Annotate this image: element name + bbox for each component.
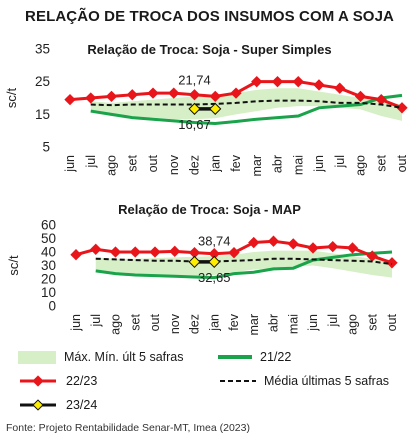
chart1-ylabel: sc/t bbox=[4, 88, 19, 109]
chart2-xtick: jul bbox=[89, 314, 103, 328]
chart2-title: Relação de Troca: Soja - MAP bbox=[118, 202, 301, 217]
chart2-xtick: jun bbox=[306, 314, 320, 332]
legend-band-swatch bbox=[18, 350, 56, 364]
chart2-band-area bbox=[95, 250, 392, 278]
legend-2324-swatch bbox=[20, 399, 56, 411]
chart1-2324-point bbox=[209, 102, 222, 115]
chart1-2324-point bbox=[188, 102, 201, 115]
chart2-2223-point bbox=[129, 246, 141, 258]
legend-band: Máx. Mín. últ 5 safras bbox=[18, 350, 183, 364]
chart2-ylabel: sc/t bbox=[6, 255, 21, 276]
chart1-xtick: ago bbox=[354, 155, 368, 176]
chart2-xtick: ago bbox=[109, 314, 123, 335]
chart2-2223-point bbox=[287, 238, 299, 250]
chart2-xtick: nov bbox=[168, 313, 182, 334]
legend-2122: 21/22 bbox=[218, 350, 291, 364]
chart2-xtick: jan bbox=[207, 314, 221, 332]
chart1-xtick: jun bbox=[312, 155, 326, 173]
chart1-xtick: dez bbox=[188, 155, 202, 175]
chart2-xtick: dez bbox=[188, 314, 202, 334]
chart2-2223-point bbox=[109, 246, 122, 258]
chart2-ytick: 0 bbox=[48, 299, 56, 314]
chart1-xtick: mar bbox=[250, 155, 264, 177]
chart1-band-area bbox=[90, 88, 402, 121]
chart2-2223-point bbox=[149, 246, 161, 258]
chart2-2223-point bbox=[248, 236, 260, 249]
chart1-annotation: 21,74 bbox=[178, 72, 211, 87]
chart2-ytick: 20 bbox=[41, 272, 56, 287]
chart2-ytick: 40 bbox=[41, 245, 56, 260]
chart2-xtick: abr bbox=[267, 314, 281, 332]
chart1-xtick: jan bbox=[208, 155, 222, 173]
chart1-xtick: nov bbox=[167, 154, 181, 175]
chart2-2324-point bbox=[208, 255, 221, 269]
chart1-annotation: 16,67 bbox=[178, 117, 211, 132]
legend-2223-label: 22/23 bbox=[66, 374, 98, 388]
chart1-xtick: set bbox=[374, 154, 388, 171]
chart1-xtick: jul bbox=[84, 155, 98, 169]
chart2-2223-point bbox=[346, 242, 359, 254]
chart1-avg-line bbox=[90, 99, 403, 109]
chart2-2223-point bbox=[386, 257, 398, 269]
chart2-2223-point bbox=[169, 245, 181, 257]
legend-avg: Média últimas 5 safras bbox=[218, 374, 389, 388]
chart1-xtick: jul bbox=[333, 155, 347, 169]
chart1-ytick: 25 bbox=[35, 74, 50, 89]
chart2-2223-point bbox=[267, 235, 280, 247]
chart1-xtick: out bbox=[395, 154, 409, 172]
chart2-xtick: fev bbox=[227, 313, 241, 330]
legend-2324-label: 23/24 bbox=[66, 398, 98, 412]
chart2-xtick: set bbox=[365, 313, 379, 330]
legend-2122-label: 21/22 bbox=[260, 350, 292, 364]
legend-avg-label: Média últimas 5 safras bbox=[264, 374, 390, 388]
chart2-ytick: 30 bbox=[41, 258, 56, 273]
legend-avg-swatch bbox=[220, 380, 256, 382]
chart2-xtick: mai bbox=[286, 314, 300, 334]
chart2-xtick: jul bbox=[326, 314, 340, 328]
page-title: RELAÇÃO DE TROCA DOS INSUMOS COM A SOJA bbox=[25, 8, 394, 25]
chart1-ytick: 5 bbox=[42, 140, 50, 155]
chart2-ytick: 50 bbox=[41, 231, 56, 246]
chart1-xtick: out bbox=[146, 154, 160, 172]
chart2-2223-point bbox=[307, 242, 319, 254]
chart2-2324-point bbox=[188, 255, 201, 269]
chart2-xtick: ago bbox=[346, 314, 360, 335]
chart2-xtick: out bbox=[385, 313, 399, 331]
legend-band-label: Máx. Mín. últ 5 safras bbox=[64, 350, 184, 364]
chart2-2122-line bbox=[95, 250, 393, 280]
chart1-xtick: jun bbox=[63, 155, 77, 173]
source-note: Fonte: Projeto Rentabilidade Senar-MT, I… bbox=[6, 422, 250, 434]
chart1-ytick: 35 bbox=[35, 42, 50, 57]
chart2-xtick: mar bbox=[247, 314, 261, 336]
legend-2223: 22/23 bbox=[18, 374, 97, 388]
chart2-2223-point bbox=[70, 249, 82, 261]
chart2-xtick: out bbox=[148, 313, 162, 331]
legend-2223-swatch bbox=[20, 375, 56, 387]
legend-2122-swatch bbox=[218, 355, 252, 359]
chart2-2223-point bbox=[208, 248, 220, 260]
chart2-avg-line bbox=[95, 257, 393, 266]
legend-2324: 23/24 bbox=[18, 398, 97, 412]
chart2-xtick: jun bbox=[69, 314, 83, 332]
chart2-ytick: 10 bbox=[41, 285, 56, 300]
chart2-annotation: 38,74 bbox=[198, 234, 231, 249]
chart1-xtick: mai bbox=[291, 155, 305, 175]
chart2-xtick: set bbox=[128, 313, 142, 330]
chart1-xtick: set bbox=[125, 154, 139, 171]
chart1-ytick: 15 bbox=[35, 107, 50, 122]
chart2-ytick: 60 bbox=[41, 218, 56, 233]
chart2-2223-point bbox=[90, 243, 102, 255]
chart2-2223-point bbox=[327, 240, 339, 253]
chart1-title: Relação de Troca: Soja - Super Simples bbox=[87, 42, 332, 57]
chart1-2122-line bbox=[90, 93, 403, 125]
chart1-xtick: fev bbox=[229, 154, 243, 171]
chart2-annotation: 32,65 bbox=[198, 270, 231, 285]
chart1-xtick: abr bbox=[271, 155, 285, 173]
chart1-xtick: ago bbox=[105, 155, 119, 176]
